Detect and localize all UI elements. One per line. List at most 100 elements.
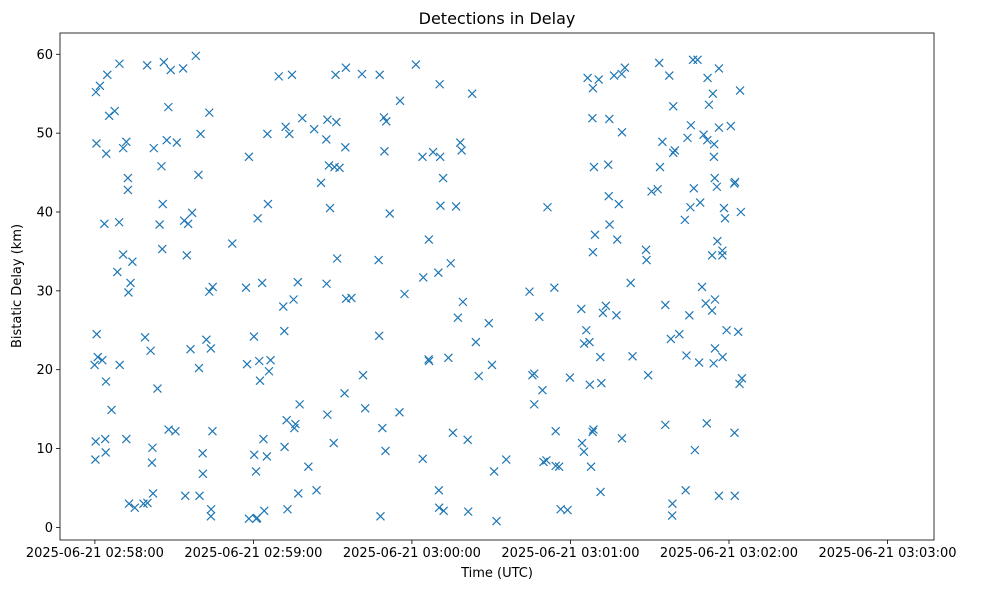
y-axis-label: Bistatic Delay (km)	[10, 224, 25, 348]
data-point	[501, 455, 511, 464]
data-point	[702, 418, 712, 428]
data-point	[694, 358, 704, 368]
data-point	[525, 287, 534, 297]
data-point	[183, 219, 193, 229]
y-axis: 0 10 20 30 40 50 60	[36, 48, 60, 536]
data-point	[709, 358, 719, 368]
data-point	[467, 89, 477, 99]
data-point	[172, 138, 182, 148]
data-point	[699, 130, 709, 140]
data-point	[102, 70, 112, 80]
data-point	[142, 60, 152, 70]
data-point	[457, 146, 467, 155]
data-point	[685, 202, 695, 212]
data-point	[722, 325, 732, 335]
data-point	[551, 426, 561, 436]
data-point	[114, 217, 124, 227]
data-point	[262, 129, 272, 139]
data-point	[166, 65, 176, 75]
data-point	[710, 173, 720, 183]
data-point	[284, 129, 294, 139]
data-point	[206, 343, 216, 353]
data-point	[198, 448, 208, 458]
data-point	[418, 454, 428, 464]
data-point	[115, 59, 124, 69]
data-point	[241, 283, 251, 293]
data-point	[642, 255, 651, 265]
data-point	[712, 236, 722, 246]
data-point	[309, 124, 319, 134]
data-point	[374, 331, 384, 341]
data-point	[534, 312, 544, 322]
data-point	[595, 352, 605, 362]
data-point	[380, 146, 389, 156]
data-point	[463, 507, 473, 517]
data-point	[682, 351, 691, 360]
data-point	[576, 304, 586, 314]
data-point	[596, 487, 605, 497]
x-tick-label: 2025-06-21 03:01:00	[501, 546, 639, 561]
data-point	[264, 366, 274, 376]
data-point	[187, 208, 197, 218]
data-point	[171, 426, 180, 436]
data-point	[707, 306, 717, 315]
data-point	[204, 108, 214, 118]
data-point	[191, 51, 201, 61]
data-point	[577, 438, 587, 448]
data-point	[704, 100, 714, 110]
data-point	[655, 162, 665, 172]
data-point	[689, 183, 699, 193]
data-point	[708, 89, 718, 99]
data-point	[297, 113, 307, 123]
data-point	[660, 420, 670, 430]
x-tick-label: 2025-06-21 03:00:00	[343, 546, 481, 561]
y-tick-label: 50	[36, 127, 53, 142]
data-point	[340, 388, 349, 398]
data-point	[282, 415, 292, 425]
data-point	[458, 297, 468, 307]
data-point	[418, 273, 428, 282]
data-point	[551, 461, 561, 471]
chart-title: Detections in Delay	[419, 9, 576, 28]
data-point	[110, 106, 120, 116]
data-point	[543, 202, 552, 212]
data-point	[424, 355, 433, 364]
data-point	[163, 102, 173, 112]
plot-area	[60, 33, 934, 540]
data-point	[714, 64, 724, 73]
data-point	[612, 235, 622, 245]
data-point	[439, 506, 449, 516]
data-point	[274, 71, 284, 81]
data-point	[594, 75, 604, 84]
data-point	[112, 267, 122, 277]
data-point	[249, 332, 259, 341]
data-point	[620, 63, 630, 73]
data-point	[474, 371, 484, 381]
data-point	[541, 455, 551, 465]
data-point	[153, 384, 162, 394]
data-point	[720, 213, 730, 223]
data-point	[424, 235, 434, 245]
data-point	[324, 161, 334, 170]
data-point	[341, 63, 351, 73]
data-point	[554, 462, 564, 472]
data-point	[586, 462, 596, 472]
data-point	[115, 360, 125, 370]
data-point	[489, 466, 499, 476]
data-point	[118, 143, 128, 153]
data-point	[611, 310, 621, 320]
data-point	[99, 219, 109, 229]
data-point	[182, 250, 192, 260]
data-point	[604, 114, 614, 124]
data-point	[121, 137, 131, 147]
data-point	[695, 198, 705, 207]
plot-frame	[59, 32, 935, 541]
data-point	[451, 202, 461, 211]
data-point	[709, 139, 719, 149]
data-point	[279, 326, 289, 336]
data-point	[127, 257, 137, 267]
data-point	[579, 339, 589, 349]
data-point	[686, 120, 696, 130]
data-point	[657, 137, 667, 147]
data-point	[194, 363, 204, 373]
